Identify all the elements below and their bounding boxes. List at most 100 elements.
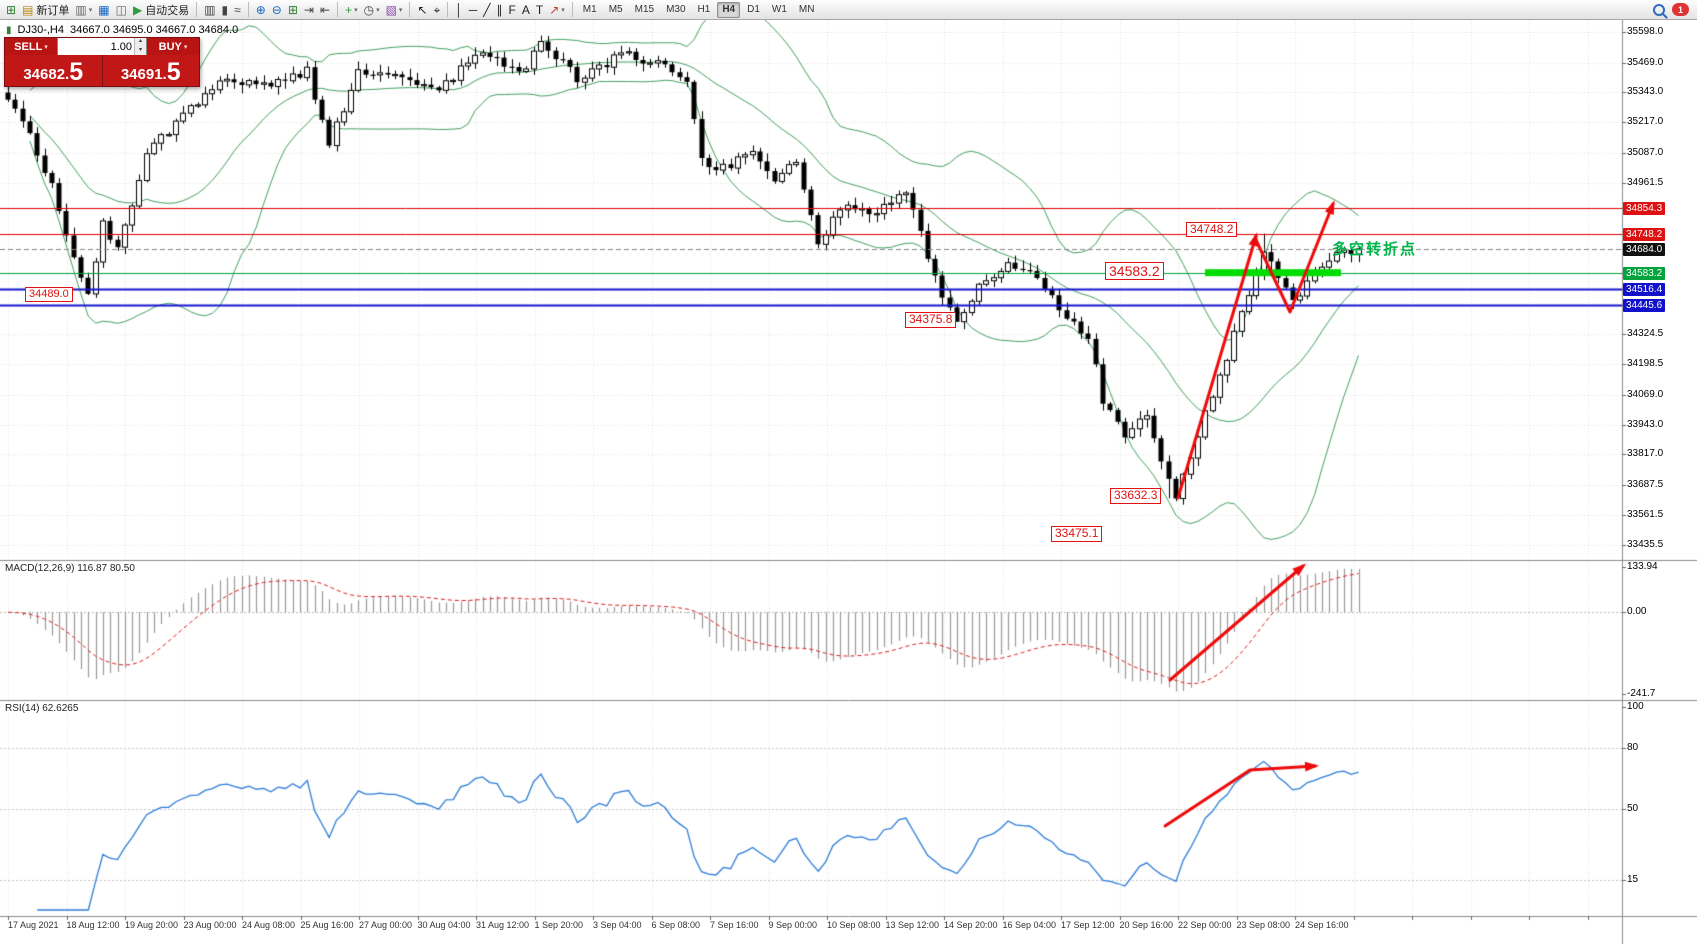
tile-windows-button[interactable]: ⊞ bbox=[285, 1, 301, 19]
timeframe-m5-button[interactable]: M5 bbox=[608, 3, 623, 15]
time-axis-label: 30 Aug 04:00 bbox=[417, 920, 471, 930]
timeframe-h4-button[interactable]: H4 bbox=[717, 1, 741, 18]
crosshair-button[interactable]: ⌖ bbox=[431, 1, 444, 19]
time-axis-label: 20 Sep 16:00 bbox=[1119, 920, 1174, 930]
toolbar-separator bbox=[247, 2, 249, 17]
crosshair-icon: ⌖ bbox=[433, 2, 441, 17]
horizontal-line-button[interactable]: ─ bbox=[466, 1, 481, 19]
zoom-in-button[interactable]: ⊕ bbox=[253, 1, 269, 19]
templates-button[interactable]: ▧ ▾ bbox=[383, 1, 406, 19]
data-window-button[interactable]: ◫ bbox=[113, 1, 130, 19]
price-axis-label: 34583.2 bbox=[1623, 266, 1666, 280]
fibonacci-button[interactable]: F bbox=[506, 1, 519, 19]
timeframe-d1-button[interactable]: D1 bbox=[747, 3, 760, 15]
buy-price: 34691. bbox=[120, 66, 167, 83]
equidistant-channel-button[interactable]: ∥ bbox=[494, 1, 506, 19]
time-axis-label: 31 Aug 12:00 bbox=[476, 920, 530, 930]
lot-size-field: ▴ ▾ bbox=[57, 38, 147, 55]
toolbar-right-group: 1 bbox=[1653, 3, 1694, 16]
auto-scroll-icon: ⇥ bbox=[303, 2, 314, 17]
toolbar-separator bbox=[196, 2, 198, 17]
price-axis-label: 33687.5 bbox=[1627, 479, 1664, 491]
bar-chart-button[interactable]: ▥ bbox=[201, 1, 218, 19]
timeframe-m15-button[interactable]: M15 bbox=[634, 3, 655, 15]
notification-badge[interactable]: 1 bbox=[1672, 3, 1689, 16]
chart-shift-icon: ⇤ bbox=[319, 2, 331, 17]
vertical-line-button[interactable]: │ bbox=[452, 1, 466, 19]
price-axis-label: 33817.0 bbox=[1627, 448, 1664, 460]
sell-price: 34682. bbox=[23, 66, 70, 83]
line-chart-button[interactable]: ≈ bbox=[231, 1, 244, 19]
timeframe-mn-button[interactable]: MN bbox=[798, 3, 815, 15]
chevron-down-icon: ▾ bbox=[354, 6, 358, 14]
buy-price-button[interactable]: 34691. 5 bbox=[101, 55, 199, 86]
price-callout: 33475.1 bbox=[1051, 526, 1103, 543]
candlestick-chart-icon: ▮ bbox=[221, 2, 229, 17]
zoom-in-icon: ⊕ bbox=[255, 2, 266, 17]
price-axis-label: 35217.0 bbox=[1627, 116, 1664, 128]
periods-button[interactable]: ◷ ▾ bbox=[361, 1, 383, 19]
buy-button[interactable]: BUY ▾ bbox=[147, 38, 199, 55]
time-axis-label: 23 Sep 08:00 bbox=[1236, 920, 1291, 930]
auto-scroll-button[interactable]: ⇥ bbox=[301, 1, 317, 19]
new-chart-button[interactable]: ⊞ bbox=[3, 1, 19, 19]
text-button[interactable]: A bbox=[519, 1, 533, 19]
auto-trading-button[interactable]: ▶ 自动交易 bbox=[130, 1, 192, 19]
cursor-icon: ↖ bbox=[417, 2, 428, 17]
text-label-button[interactable]: T bbox=[533, 1, 546, 19]
toolbar-buttons: ⊞ ▤ 新订单 ▥ ▾ ▦ ◫ ▶ 自动交易 ▥ ▮ ≈ ⊕ ⊖ ⊞ ⇥ ⇤ + ▾ ◷ ▾ ▧ ▾ ↖ ⌖ │ ─ ╱ ∥ F A T ↗ ▾ M… bbox=[3, 1, 1653, 19]
sell-price-button[interactable]: 34682. 5 bbox=[5, 55, 102, 86]
new-order-label: 新订单 bbox=[36, 4, 70, 17]
market-watch-button[interactable]: ▦ bbox=[95, 1, 112, 19]
top-toolbar: ⊞ ▤ 新订单 ▥ ▾ ▦ ◫ ▶ 自动交易 ▥ ▮ ≈ ⊕ ⊖ ⊞ ⇥ ⇤ + ▾ ◷ ▾ ▧ ▾ ↖ ⌖ │ ─ ╱ ∥ F A T ↗ ▾ M… bbox=[0, 0, 1697, 20]
search-icon[interactable] bbox=[1653, 3, 1665, 16]
periods-icon: ◷ bbox=[363, 2, 375, 17]
trendline-icon: ╱ bbox=[483, 2, 491, 17]
timeframe-h1-button[interactable]: H1 bbox=[697, 3, 711, 15]
price-axis-label: 34324.5 bbox=[1627, 328, 1664, 340]
text-label-icon: T bbox=[535, 2, 544, 17]
time-axis-label: 24 Sep 16:00 bbox=[1295, 920, 1349, 930]
new-order-button[interactable]: ▤ 新订单 bbox=[19, 1, 72, 19]
one-click-prices-row: 34682. 5 34691. 5 bbox=[5, 55, 199, 86]
toolbar-separator bbox=[571, 2, 573, 17]
arrows-tool-button[interactable]: ↗ ▾ bbox=[546, 1, 568, 19]
profiles-button[interactable]: ▥ ▾ bbox=[72, 1, 95, 19]
one-click-trading-panel: SELL ▾ ▴ ▾ BUY ▾ 34682.5 34691.5 bbox=[4, 37, 200, 87]
sell-button[interactable]: SELL ▾ bbox=[5, 38, 57, 55]
lot-decrease-button[interactable]: ▾ bbox=[135, 46, 146, 55]
templates-icon: ▧ bbox=[385, 2, 397, 17]
zoom-out-button[interactable]: ⊖ bbox=[269, 1, 285, 19]
timeframe-w1-button[interactable]: W1 bbox=[771, 3, 787, 15]
trendline-button[interactable]: ╱ bbox=[480, 1, 493, 19]
toolbar-separator bbox=[447, 2, 449, 17]
timeframe-m30-button[interactable]: M30 bbox=[666, 3, 686, 15]
time-axis-label: 19 Aug 20:00 bbox=[125, 920, 179, 930]
price-axis-label: 33943.0 bbox=[1627, 418, 1664, 430]
time-axis-label: 25 Aug 16:00 bbox=[300, 920, 354, 930]
price-axis-label: 34069.0 bbox=[1627, 388, 1664, 400]
candlestick-chart-button[interactable]: ▮ bbox=[219, 1, 232, 19]
price-axis-label: 33561.5 bbox=[1627, 509, 1664, 521]
new-chart-icon: ⊞ bbox=[6, 2, 17, 17]
lot-increase-button[interactable]: ▴ bbox=[135, 38, 146, 47]
cursor-button[interactable]: ↖ bbox=[414, 1, 430, 19]
timeframe-m1-button[interactable]: M1 bbox=[582, 3, 597, 15]
time-axis-label: 7 Sep 16:00 bbox=[710, 920, 759, 930]
price-callout: 34748.2 bbox=[1186, 221, 1238, 238]
time-axis-label: 18 Aug 12:00 bbox=[66, 920, 120, 930]
profiles-icon: ▥ bbox=[75, 2, 87, 17]
lot-size-input[interactable] bbox=[58, 38, 134, 55]
zoom-out-icon: ⊖ bbox=[271, 2, 282, 17]
chevron-down-icon: ▾ bbox=[561, 6, 565, 14]
time-axis-label: 1 Sep 20:00 bbox=[534, 920, 584, 930]
price-axis-label: 34684.0 bbox=[1623, 242, 1666, 256]
indicators-button[interactable]: + ▾ bbox=[342, 1, 361, 19]
price-callout: 34583.2 bbox=[1105, 261, 1164, 280]
candlestick-icon: ▮ bbox=[6, 24, 12, 36]
chart-shift-button[interactable]: ⇤ bbox=[317, 1, 333, 19]
price-axis-label: 35469.0 bbox=[1627, 56, 1664, 68]
arrows-tool-icon: ↗ bbox=[549, 2, 560, 17]
